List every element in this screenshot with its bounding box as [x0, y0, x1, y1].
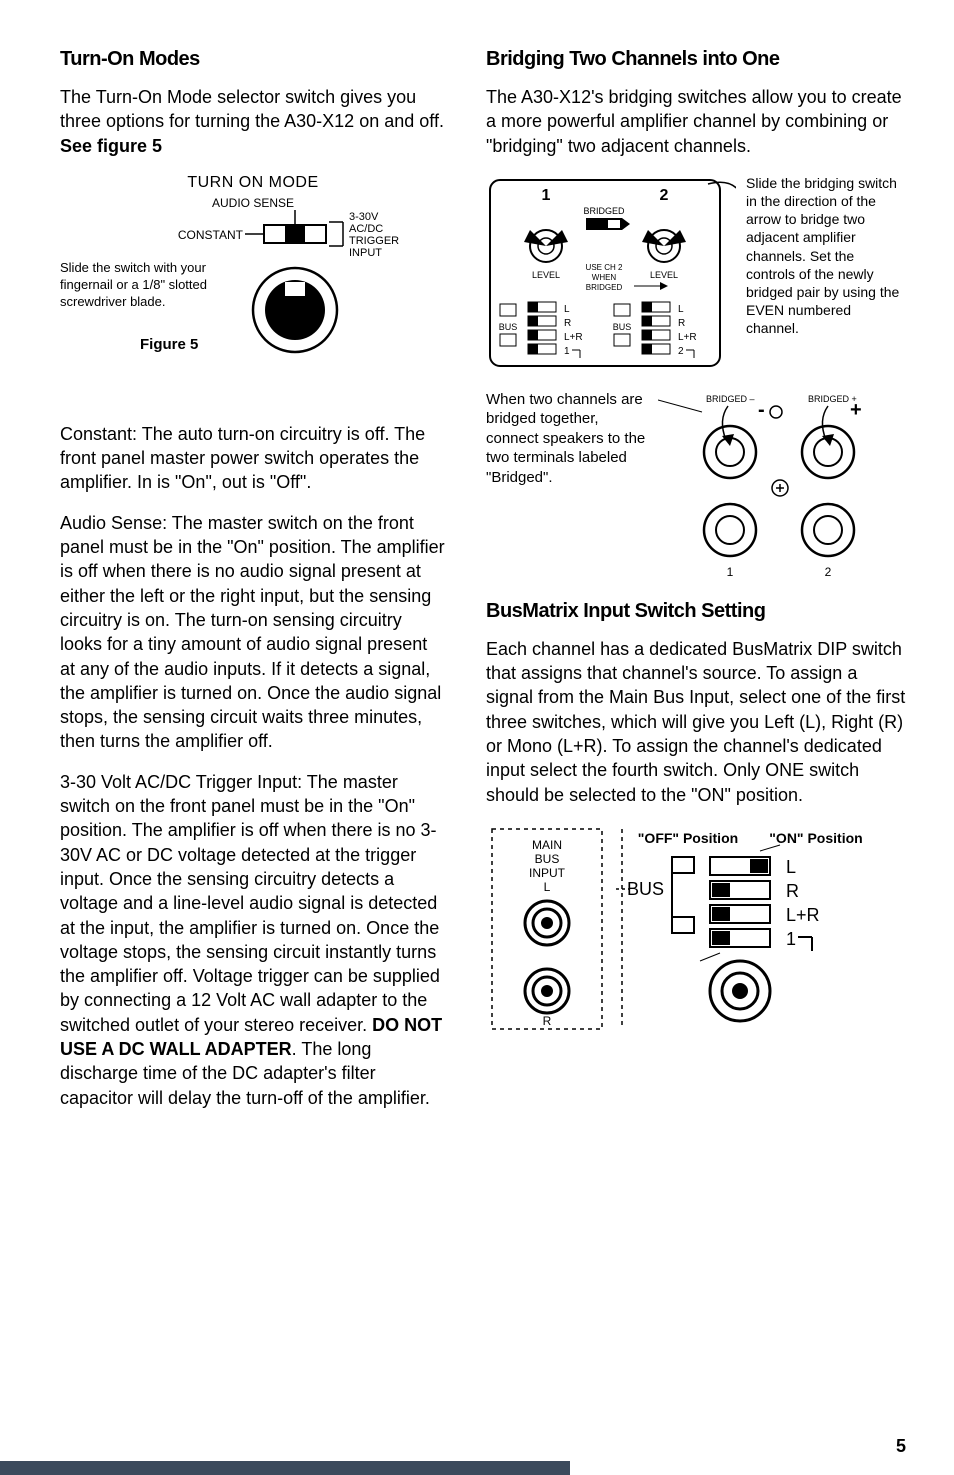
speaker-2: 2	[825, 565, 832, 579]
dip-sw-L: L	[786, 857, 796, 877]
bridging-figure: 1 2 BRIDGED LEVEL LEVEL USE CH 2 WH	[486, 174, 906, 374]
fig5-trigger: TRIGGER	[349, 235, 399, 247]
bridge-bus2: BUS	[613, 322, 632, 332]
dip-input: INPUT	[529, 866, 566, 880]
fig5-slide-note: Slide the switch with your fingernail or…	[60, 260, 220, 311]
dip-bus-label: BUS	[535, 852, 560, 866]
busmatrix-heading: BusMatrix Input Switch Setting	[486, 600, 906, 623]
fig5-input: INPUT	[349, 247, 382, 259]
bridge-L2: L	[678, 304, 684, 315]
see-figure-5: See figure 5	[60, 136, 162, 156]
bridge-when: WHEN	[592, 273, 617, 282]
fig5-audio-sense: AUDIO SENSE	[60, 196, 446, 210]
bridge-ch2: 2	[660, 187, 669, 204]
dip-sw-1: 1	[786, 929, 796, 949]
constant-para: Constant: The auto turn-on circuitry is …	[60, 422, 446, 495]
fig5-330v: 3-30V	[349, 211, 379, 223]
turn-on-intro-text: The Turn-On Mode selector switch gives y…	[60, 87, 444, 131]
bridge-LR2: L+R	[678, 332, 697, 343]
dip-on-label: "ON" Position	[769, 830, 862, 846]
bridge-LR1: L+R	[564, 332, 583, 343]
turn-on-intro: The Turn-On Mode selector switch gives y…	[60, 85, 446, 158]
fig5-constant-label: CONSTANT	[178, 228, 244, 242]
speaker-minus: -	[758, 399, 765, 421]
bridge-bus1: BUS	[499, 322, 518, 332]
bridge-R2: R	[678, 318, 685, 329]
bridge-R1: R	[564, 318, 571, 329]
trigger-para-a: 3-30 Volt AC/DC Trigger Input: The maste…	[60, 772, 440, 1035]
bridge-use: USE CH 2	[586, 263, 623, 272]
fig5-acdc: AC/DC	[349, 223, 383, 235]
speaker-1: 1	[727, 565, 734, 579]
bridge-n1: 1	[564, 346, 570, 357]
bridge-bridged2: BRIDGED	[586, 283, 623, 292]
speaker-figure: When two channels are bridged together, …	[486, 390, 906, 580]
figure-5: TURN ON MODE AUDIO SENSE CONSTANT 3-30V …	[60, 174, 446, 404]
busmatrix-para: Each channel has a dedicated BusMatrix D…	[486, 637, 906, 807]
fig5-title: TURN ON MODE	[60, 174, 446, 192]
dip-figure: MAIN BUS INPUT L R "OFF" Position "ON" P…	[486, 823, 906, 1033]
fig5-caption: Figure 5	[140, 336, 198, 353]
bridge-level2: LEVEL	[650, 270, 678, 280]
bridging-heading: Bridging Two Channels into One	[486, 48, 906, 71]
bridge-n2: 2	[678, 346, 684, 357]
audio-sense-para: Audio Sense: The master switch on the fr…	[60, 511, 446, 754]
speaker-note: When two channels are bridged together, …	[486, 390, 646, 580]
bridge-level1: LEVEL	[532, 270, 560, 280]
dip-L-label: L	[544, 880, 551, 894]
turn-on-modes-heading: Turn-On Modes	[60, 48, 446, 71]
footer-bar	[0, 1461, 570, 1475]
bridging-intro: The A30-X12's bridging switches allow yo…	[486, 85, 906, 158]
dip-main: MAIN	[532, 838, 562, 852]
bridge-ch1: 1	[542, 187, 551, 204]
dip-bus-text: BUS	[627, 879, 664, 899]
dip-off-label: "OFF" Position	[638, 830, 738, 846]
dip-sw-LR: L+R	[786, 905, 820, 925]
page-number: 5	[896, 1436, 906, 1457]
bridge-bridged-label: BRIDGED	[583, 206, 625, 216]
bridge-slide-note: Slide the bridging switch in the directi…	[746, 174, 906, 374]
dip-R-label: R	[543, 1014, 552, 1028]
trigger-para: 3-30 Volt AC/DC Trigger Input: The maste…	[60, 770, 446, 1110]
dip-sw-R: R	[786, 881, 799, 901]
bridge-L1: L	[564, 304, 570, 315]
speaker-bridged-minus: BRIDGED –	[706, 394, 755, 404]
speaker-plus: +	[850, 399, 862, 421]
